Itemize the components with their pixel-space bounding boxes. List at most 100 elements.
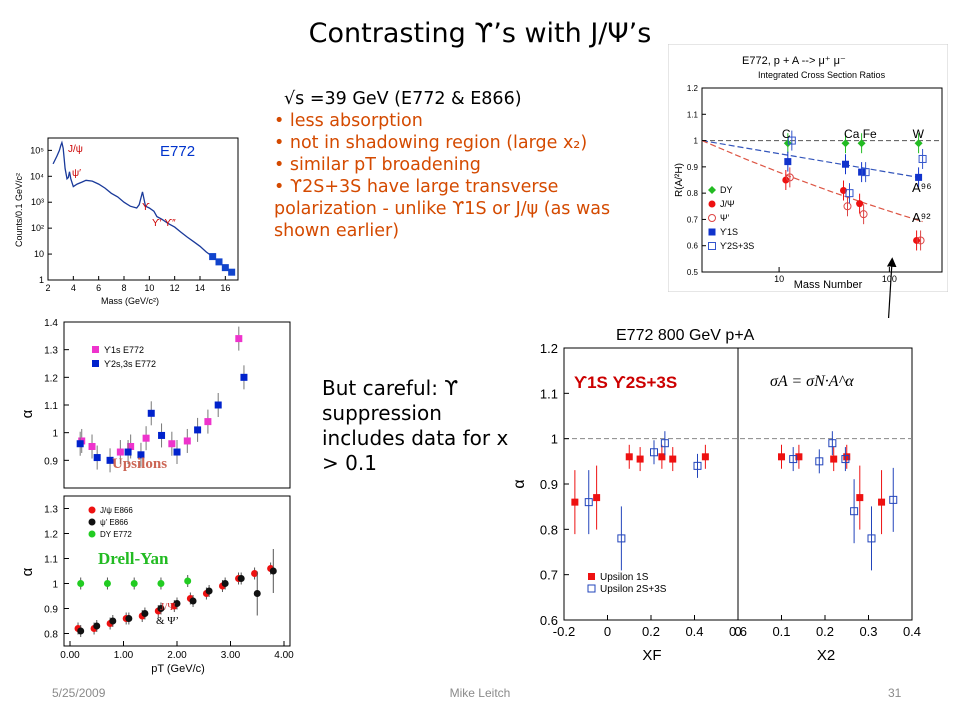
- ratio-point: [913, 236, 921, 244]
- alpha-point: [841, 455, 850, 464]
- mass-x-tick-label: 8: [121, 283, 126, 293]
- ratio-legend-label: ϒ1S: [720, 227, 738, 237]
- mass-y-tick-label: 10³: [31, 197, 44, 207]
- alpha-point: [693, 461, 702, 470]
- alpha-x-tick-label: 0: [604, 624, 611, 639]
- jpsi-point: [157, 605, 165, 612]
- fit-label-a96: A⁹⁶: [912, 180, 932, 195]
- alpha-xf-ylabel: α: [511, 479, 528, 488]
- legend-swatch-upsilon2s3s-x: [587, 584, 596, 593]
- alpha-point: [830, 455, 838, 463]
- ratio-y-tick-label: 1.2: [687, 84, 699, 93]
- nucleus-label-ca-fe: Ca Fe: [844, 127, 877, 141]
- ratio-legend-label: ϒ2S+3S: [720, 241, 754, 251]
- fit-line-a96: [701, 139, 919, 178]
- ratio-ylabel: R(A/²H): [674, 163, 685, 197]
- mass-x-tick-label: 14: [195, 283, 205, 293]
- upsilons-point: [124, 448, 132, 456]
- mass-x-tick-label: 2: [45, 283, 50, 293]
- alpha-xf-x2-chart: E772 800 GeV p+A 0.6 0.7 0.8 0.9 1 1.1 1.2 -0.2…: [508, 318, 948, 666]
- mass-number-xlabel: Mass Number: [794, 279, 863, 291]
- jpsi-legend-marker: [88, 506, 96, 514]
- mass-x-tick-label: 4: [71, 283, 76, 293]
- ratio-x-tick-label: 10: [774, 274, 784, 284]
- ratio-point: [783, 139, 792, 148]
- ratio-point: [918, 154, 927, 163]
- upsilons-y-tick-label: 1.2: [44, 373, 58, 384]
- alpha-point: [843, 453, 851, 461]
- alpha-y-tick-label: 1.2: [540, 341, 558, 356]
- mass-y-tick-label: 10: [34, 249, 44, 259]
- e772-label: E772: [160, 143, 195, 160]
- alpha-point: [571, 498, 579, 506]
- fit-label-a92: A⁹²: [912, 210, 931, 225]
- mass-x-tick-label: 10: [144, 283, 154, 293]
- legend-upsilon1s-x: Upsilon 1S: [600, 572, 649, 583]
- alpha-x-tick-label: -0.2: [553, 624, 575, 639]
- psiprime-curve-label: & Ψ’: [156, 615, 179, 627]
- bullet-shadowing: • not in shadowing region (large x₂): [274, 133, 588, 153]
- jpsi-point: [103, 580, 111, 587]
- upsilons-point: [76, 440, 84, 448]
- alpha-point: [701, 453, 709, 461]
- footer-author: Mike Leitch: [449, 686, 511, 700]
- alpha-xf-x2-title: E772 800 GeV p+A: [616, 327, 755, 344]
- mass-xlabel: Mass (GeV/c²): [101, 296, 159, 306]
- alpha-point: [584, 498, 593, 507]
- ratio-y-tick-label: 0.6: [687, 242, 699, 251]
- alpha-x-tick-label: 0.6: [729, 624, 747, 639]
- cross-section-panel: [668, 44, 948, 292]
- jpsi-point: [269, 567, 277, 575]
- jpsi-point: [253, 590, 261, 597]
- jpsi-x-tick-label: 2.00: [167, 650, 187, 661]
- alpha-point: [593, 494, 601, 502]
- mass-y-tick-label: 1: [39, 275, 44, 285]
- upsilons-y-tick-label: 1.4: [44, 318, 58, 329]
- ratio-point: [861, 168, 870, 177]
- jpsi-curve-label: J/Ψ: [160, 601, 176, 613]
- jpsi-y-tick-label: 0.8: [44, 630, 58, 641]
- mass-plot-frame: [47, 137, 239, 281]
- mass-y-tick-label: 10⁵: [30, 145, 44, 155]
- mass-y-tick-label: 10²: [31, 223, 44, 233]
- upsilons-ylabel: α: [19, 409, 36, 418]
- mass-tail-point: [228, 268, 236, 276]
- ratio-legend-marker: [708, 186, 716, 194]
- jpsi-point: [130, 580, 138, 587]
- jpsi-legend-label: ψ’ E866: [100, 518, 129, 527]
- ratio-legend-label: DY: [720, 185, 733, 195]
- ratio-y-tick-label: 0.7: [687, 215, 699, 224]
- alpha-y-tick-label: 0.6: [540, 613, 558, 628]
- ratio-point: [845, 189, 854, 198]
- upsilons-point: [137, 451, 145, 459]
- ratio-point: [784, 158, 792, 166]
- jpsi-peak-label: J/ψ: [68, 144, 83, 155]
- ratio-y-tick-label: 1.1: [687, 110, 699, 119]
- upsilons-point: [158, 431, 166, 439]
- ratio-y-tick-label: 1: [694, 137, 699, 146]
- ratio-point: [859, 210, 868, 219]
- upsilons-y-tick-label: 0.9: [44, 456, 58, 467]
- upsilons-alpha-chart: 0.9 1 1.1 1.2 1.3 1.4 ϒ1s E772 ϒ2s,3s E772 Up…: [19, 318, 291, 489]
- jpsi-point: [125, 615, 133, 622]
- upsilons-point: [240, 373, 248, 381]
- alpha-point: [889, 495, 898, 504]
- cross-section-subtitle: Integrated Cross Section Ratios: [758, 70, 886, 80]
- upsilons-y-tick-label: 1: [52, 429, 58, 440]
- upsilons-point: [88, 443, 96, 450]
- ratio-point: [916, 236, 925, 245]
- alpha-point: [850, 507, 859, 516]
- jpsi-point: [251, 570, 259, 577]
- jpsi-ylabel: α: [19, 567, 36, 576]
- alpha-y-tick-label: 1: [551, 432, 558, 447]
- alpha-point: [815, 457, 824, 466]
- upsilons-y-tick-label: 1.1: [44, 401, 58, 412]
- ratio-point: [843, 202, 852, 211]
- ratio-legend-marker: [708, 228, 716, 236]
- alpha-y-tick-label: 0.8: [540, 522, 558, 537]
- cross-section-frame: [701, 87, 943, 273]
- ratio-y-tick-label: 0.8: [687, 189, 699, 198]
- jpsi-point: [141, 610, 149, 617]
- cross-section-ratio-chart: E772, p + A --> μ⁺ μ⁻ Integrated Cross S…: [668, 44, 948, 292]
- jpsi-point: [77, 580, 85, 587]
